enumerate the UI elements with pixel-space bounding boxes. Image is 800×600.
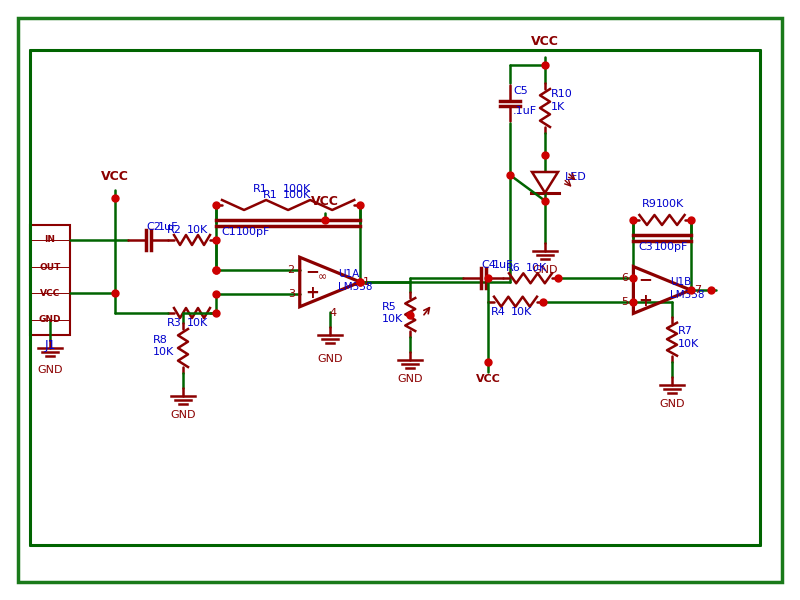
Text: IN: IN <box>45 235 55 245</box>
Text: 100K: 100K <box>283 184 311 194</box>
Text: GND: GND <box>38 316 62 325</box>
Text: 1: 1 <box>363 277 370 287</box>
Text: J1: J1 <box>44 338 56 352</box>
Text: 10K: 10K <box>382 314 403 324</box>
Text: 3: 3 <box>288 289 294 299</box>
Text: 1uF: 1uF <box>158 222 178 232</box>
Text: 2: 2 <box>288 265 294 275</box>
Text: R2: R2 <box>167 225 182 235</box>
Text: 7: 7 <box>694 285 701 295</box>
Text: 1K: 1K <box>551 102 566 112</box>
Text: +: + <box>305 284 318 302</box>
Text: 100pF: 100pF <box>236 227 270 237</box>
Text: LM358: LM358 <box>338 282 373 292</box>
Text: R5: R5 <box>382 302 397 312</box>
Text: R4: R4 <box>490 307 506 317</box>
Text: 10K: 10K <box>678 338 699 349</box>
Text: R8: R8 <box>153 335 168 345</box>
Text: 4: 4 <box>330 308 337 318</box>
Text: R6: R6 <box>506 263 521 274</box>
Text: C3: C3 <box>638 242 653 252</box>
Text: 100K: 100K <box>283 190 311 200</box>
Text: 10K: 10K <box>153 347 174 357</box>
Text: 10K: 10K <box>510 307 532 317</box>
Text: 100pF: 100pF <box>654 242 688 252</box>
Text: R7: R7 <box>678 326 693 335</box>
Text: C5: C5 <box>513 86 528 96</box>
Text: U1B: U1B <box>670 277 691 287</box>
Text: .1uF: .1uF <box>513 106 537 116</box>
Text: GND: GND <box>532 265 558 275</box>
Text: VCC: VCC <box>475 374 501 384</box>
Text: VCC: VCC <box>40 289 60 298</box>
Text: GND: GND <box>170 410 196 420</box>
Text: GND: GND <box>398 374 423 384</box>
Text: R1: R1 <box>254 184 268 194</box>
Text: R3: R3 <box>167 318 182 328</box>
Text: VCC: VCC <box>101 170 129 183</box>
Text: GND: GND <box>38 365 62 375</box>
Text: 10K: 10K <box>526 263 546 274</box>
Text: R1: R1 <box>263 190 278 200</box>
Text: VCC: VCC <box>311 195 339 208</box>
Text: GND: GND <box>659 398 685 409</box>
Text: U1A: U1A <box>338 269 359 279</box>
Text: LED: LED <box>565 172 586 182</box>
Text: R10: R10 <box>551 89 573 99</box>
Text: ∞: ∞ <box>318 272 326 282</box>
Text: C2: C2 <box>146 222 161 232</box>
Text: VCC: VCC <box>531 35 559 48</box>
Text: 5: 5 <box>622 296 629 307</box>
Text: OUT: OUT <box>39 263 61 271</box>
Text: R9: R9 <box>642 199 656 209</box>
Text: −: − <box>305 262 318 280</box>
Text: 10K: 10K <box>187 225 208 235</box>
Text: C4: C4 <box>481 260 496 270</box>
Text: GND: GND <box>318 354 342 364</box>
Bar <box>30 225 70 335</box>
Text: 1uF: 1uF <box>493 260 514 270</box>
Text: −: − <box>638 271 652 289</box>
Text: 100K: 100K <box>655 199 684 209</box>
Text: 6: 6 <box>622 274 629 283</box>
Text: LM358: LM358 <box>670 290 705 300</box>
Text: 10K: 10K <box>187 318 208 328</box>
Text: +: + <box>638 292 652 310</box>
Text: C1: C1 <box>221 227 236 237</box>
